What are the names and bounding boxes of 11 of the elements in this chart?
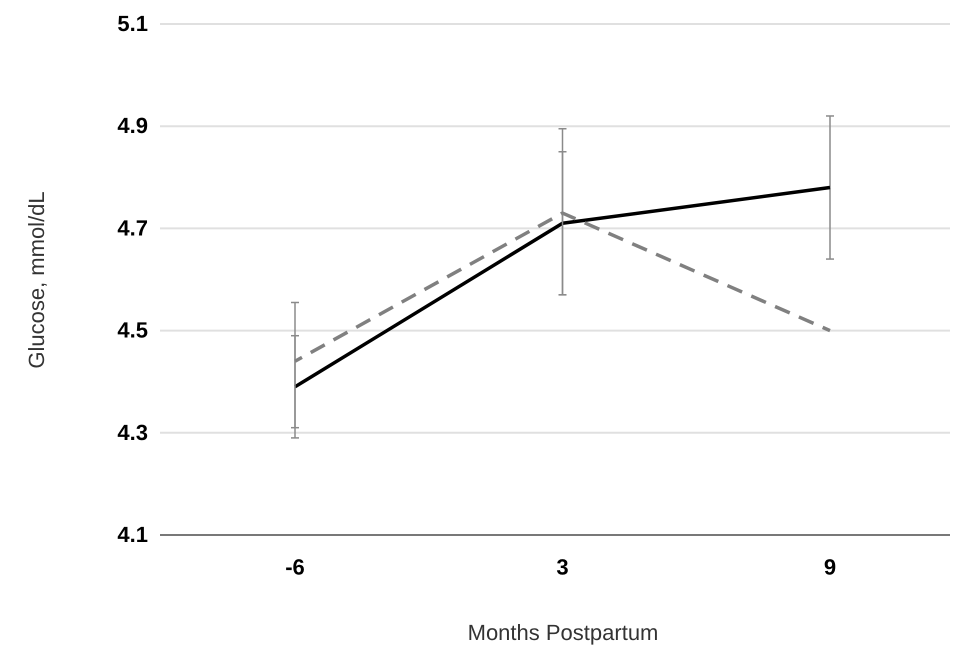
y-tick-label: 4.9 <box>117 113 148 138</box>
y-tick-label: 4.5 <box>117 318 148 343</box>
x-tick-label: -6 <box>285 554 305 580</box>
y-tick-label: 4.7 <box>117 215 148 240</box>
y-axis-title: Glucose, mmol/dL <box>24 191 49 369</box>
x-tick-label: 3 <box>556 554 569 580</box>
x-axis-title: Months Postpartum <box>468 620 658 645</box>
x-tick-label: 9 <box>824 554 836 580</box>
y-tick-label: 5.1 <box>117 11 148 36</box>
y-tick-label: 4.1 <box>117 522 148 548</box>
y-tick-label: 4.3 <box>117 420 148 445</box>
